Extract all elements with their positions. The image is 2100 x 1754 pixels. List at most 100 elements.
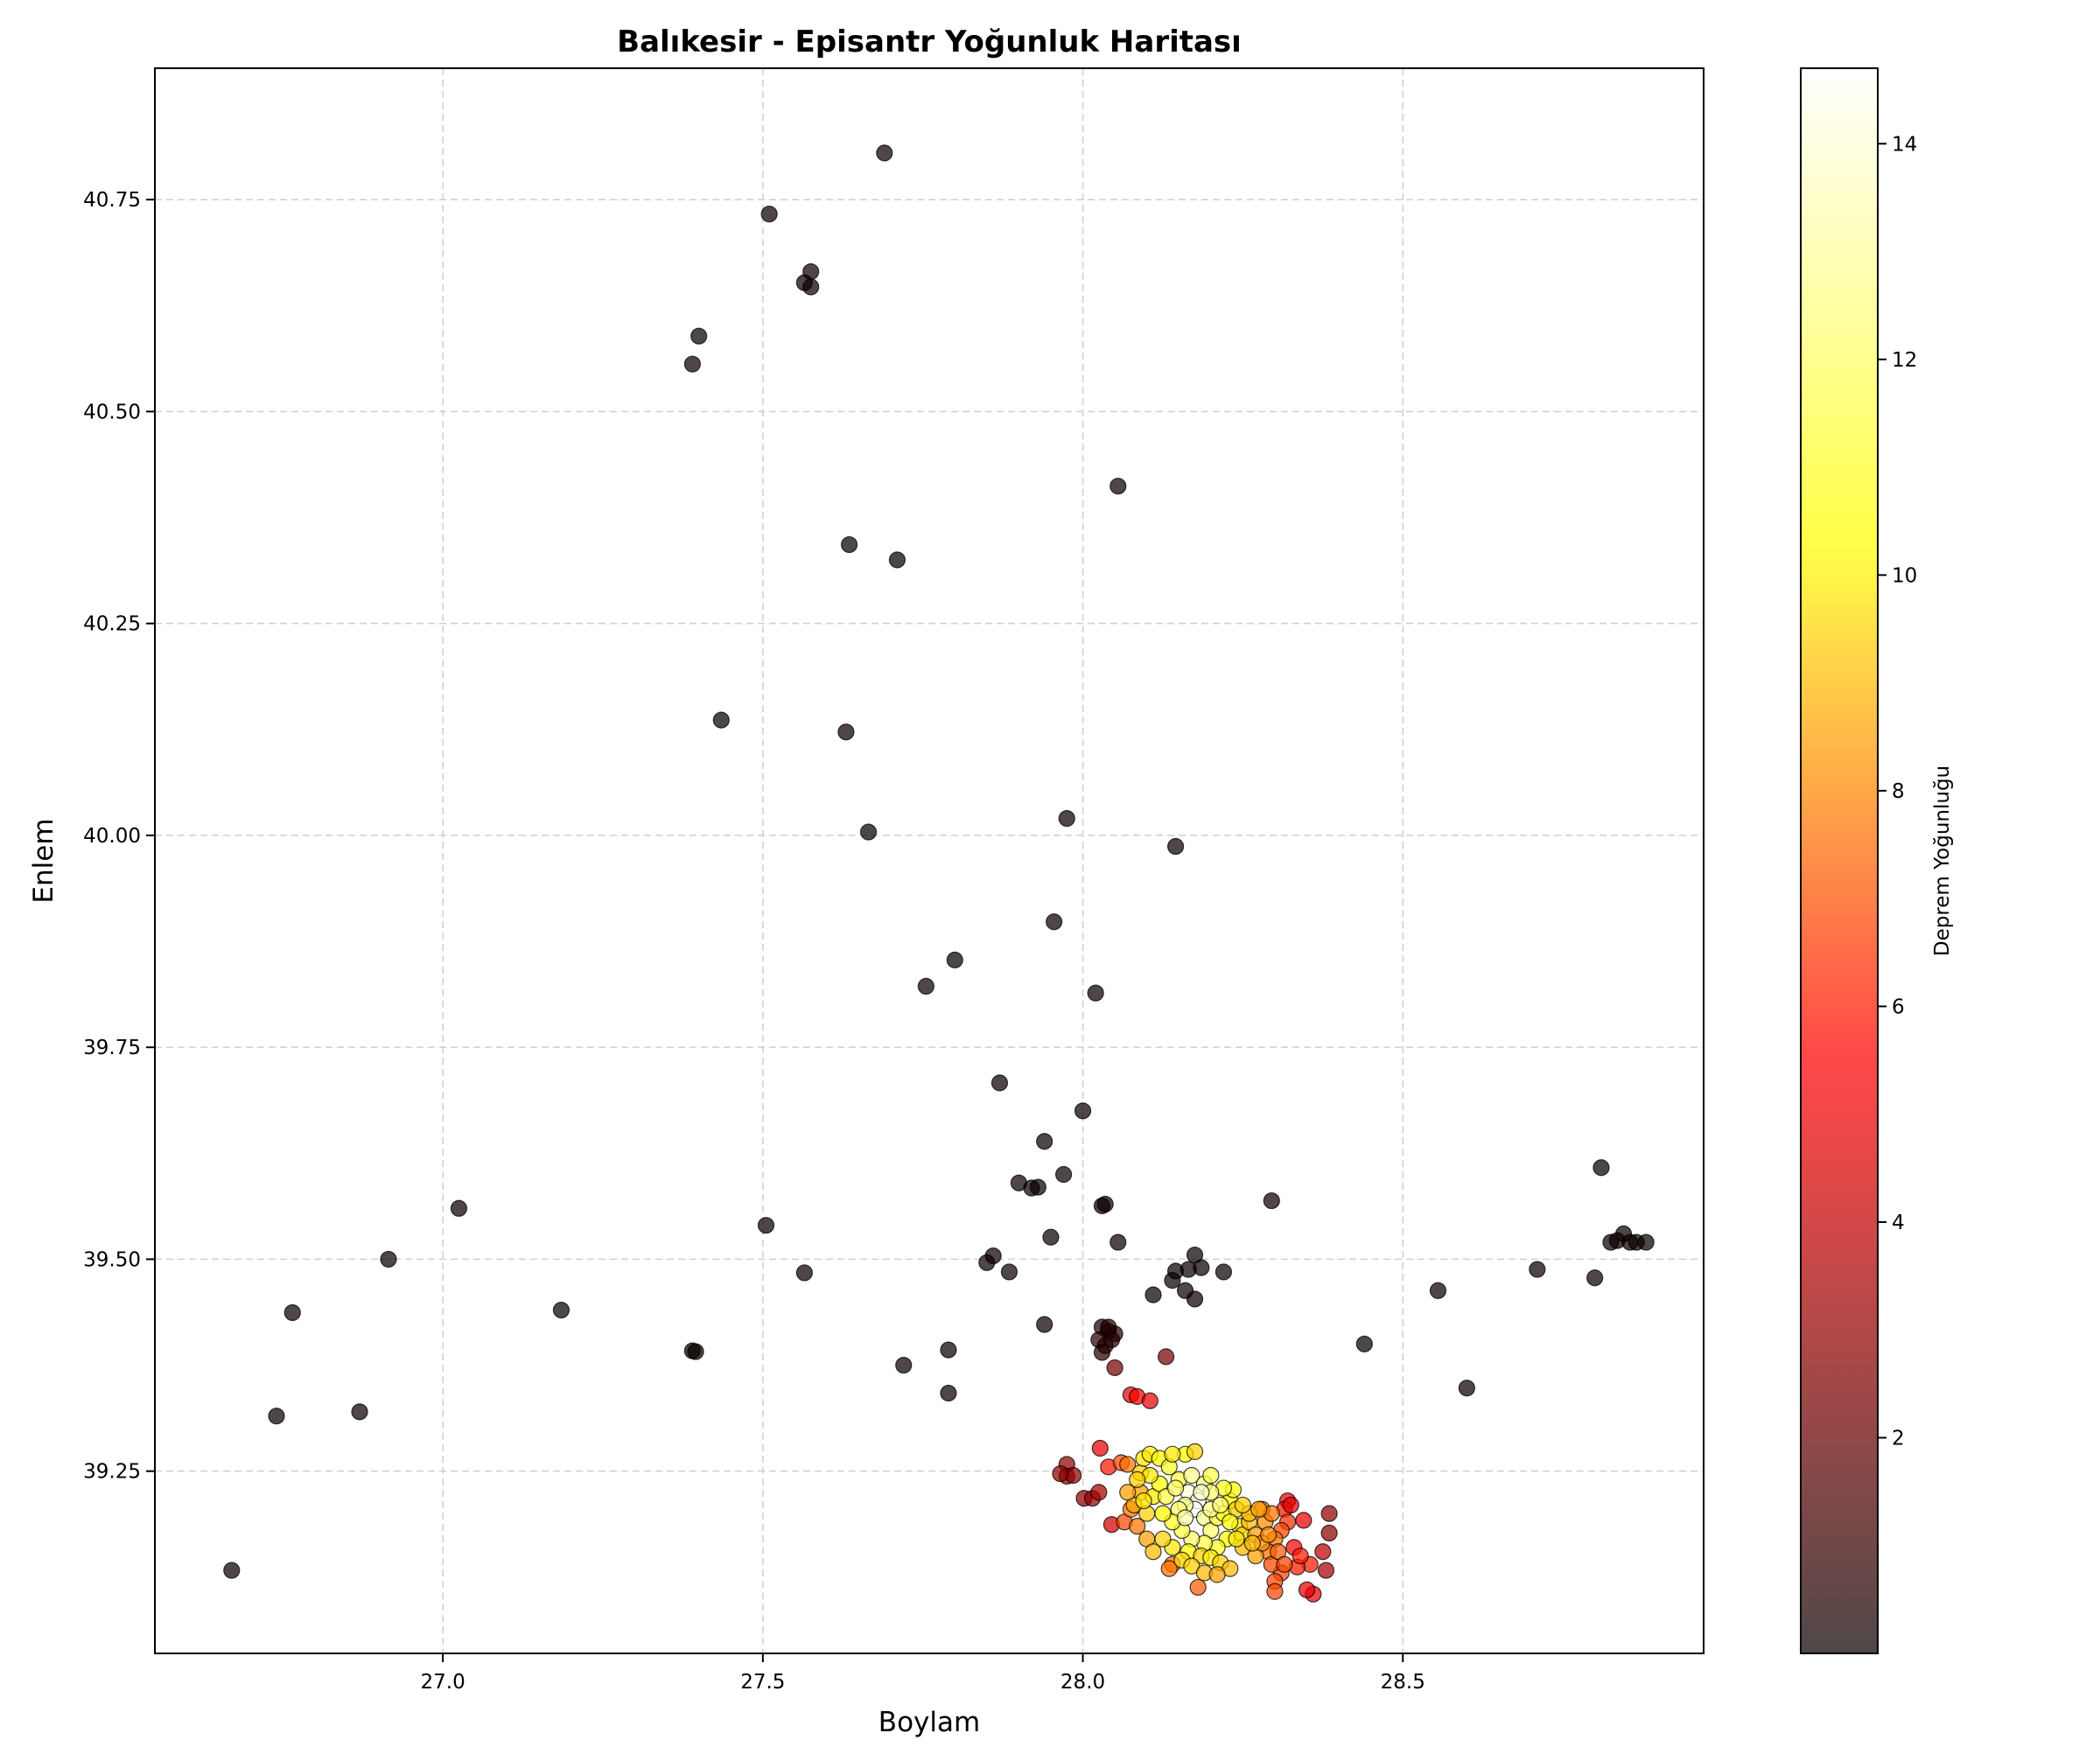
colorbar-tick-label: 4 [1892, 1212, 1905, 1234]
data-point [1212, 1496, 1229, 1514]
y-axis-ticks: 39.25 39.50 39.75 40.00 40.25 40.50 40.75 [83, 189, 155, 1484]
colorbar-tick-label: 8 [1892, 780, 1905, 803]
data-point [1042, 1228, 1060, 1246]
data-point [946, 951, 963, 968]
colorbar-tick-label: 10 [1892, 564, 1917, 587]
colorbar: 2 4 6 8 10 12 14 Deprem Yoğunluğu [1800, 67, 1954, 1654]
x-tick-label: 27.0 [421, 1671, 466, 1694]
data-point [1087, 984, 1104, 1002]
data-point [1180, 1261, 1197, 1278]
data-point [1154, 1505, 1172, 1522]
data-point [683, 355, 701, 373]
x-axis-ticks: 27.0 27.5 28.0 28.5 [421, 1653, 1425, 1694]
x-tick-label: 27.5 [740, 1671, 785, 1694]
data-point [1074, 1102, 1092, 1120]
data-point [978, 1254, 996, 1271]
colorbar-tick-label: 12 [1892, 349, 1917, 372]
data-point [1228, 1530, 1245, 1548]
data-point [1093, 1344, 1111, 1361]
y-axis-label: Enlem [28, 818, 60, 903]
data-point [1166, 1479, 1185, 1497]
data-point [1110, 1233, 1127, 1251]
chart-title: Balıkesir - Episantr Yoğunluk Haritası [617, 24, 1242, 59]
data-point [1260, 1526, 1278, 1543]
data-point [1276, 1555, 1293, 1573]
data-point [876, 144, 893, 162]
plot-frame [154, 67, 1704, 1654]
data-point [840, 535, 858, 554]
colorbar-gradient [1801, 68, 1878, 1653]
data-point [1320, 1524, 1338, 1542]
data-point [1158, 1348, 1175, 1366]
data-point [1036, 1316, 1054, 1333]
data-point [1164, 1272, 1181, 1289]
data-point [1052, 1464, 1069, 1483]
data-point [687, 1343, 704, 1360]
data-point [1100, 1318, 1117, 1336]
data-point [917, 977, 934, 996]
data-point [1317, 1562, 1335, 1579]
data-point [1292, 1547, 1309, 1565]
data-point [1202, 1466, 1220, 1485]
data-point [859, 823, 878, 841]
data-point [940, 1341, 957, 1359]
data-point [1586, 1269, 1604, 1287]
data-point [1129, 1518, 1146, 1535]
colorbar-ticks: 2 4 6 8 10 12 14 [1878, 133, 1917, 1450]
data-point [1222, 1513, 1239, 1531]
data-point [795, 1264, 813, 1282]
colorbar-tick-label: 6 [1892, 996, 1905, 1018]
data-point [1193, 1484, 1210, 1501]
data-point [1250, 1500, 1268, 1518]
data-point [895, 1356, 913, 1374]
data-point [1154, 1530, 1172, 1548]
data-point [1129, 1471, 1146, 1488]
data-point [712, 711, 730, 729]
data-point [1529, 1261, 1546, 1278]
data-point [802, 278, 820, 296]
x-tick-label: 28.5 [1381, 1671, 1425, 1694]
data-point [1119, 1484, 1137, 1501]
data-point [351, 1403, 368, 1421]
data-point [1106, 1359, 1124, 1377]
colorbar-tick-label: 2 [1892, 1427, 1905, 1450]
data-point [1189, 1578, 1207, 1597]
data-point [757, 1217, 775, 1234]
data-point [1183, 1466, 1200, 1485]
data-point [1058, 809, 1075, 828]
data-point [1320, 1505, 1338, 1522]
data-point [1458, 1380, 1475, 1397]
colorbar-tick-label: 14 [1892, 133, 1917, 156]
colorbar-frame [1800, 67, 1879, 1654]
data-point [1176, 1509, 1194, 1527]
data-point [450, 1199, 468, 1217]
y-tick-label: 39.50 [83, 1248, 141, 1271]
data-point [1429, 1282, 1447, 1299]
x-tick-label: 28.0 [1060, 1671, 1105, 1694]
data-point [1295, 1512, 1312, 1529]
data-point [1592, 1159, 1610, 1177]
data-point [1000, 1263, 1018, 1281]
data-point [1054, 1165, 1073, 1184]
data-point [552, 1301, 570, 1319]
data-point [380, 1250, 397, 1268]
data-point [1243, 1534, 1261, 1552]
data-point [284, 1303, 301, 1322]
y-tick-label: 40.75 [83, 189, 141, 212]
y-tick-label: 40.25 [83, 613, 141, 636]
y-tick-label: 40.00 [83, 825, 141, 848]
y-tick-label: 39.25 [83, 1461, 141, 1484]
data-point [940, 1384, 957, 1402]
data-point [1144, 1286, 1162, 1303]
data-point [1298, 1581, 1316, 1598]
data-point [1110, 478, 1127, 495]
grid [155, 68, 1704, 1653]
data-point [1186, 1290, 1204, 1308]
data-point [268, 1408, 285, 1425]
data-point [1637, 1233, 1655, 1251]
data-point [1091, 1439, 1109, 1457]
data-point [837, 723, 855, 741]
data-point [1141, 1392, 1158, 1409]
data-point [223, 1562, 241, 1579]
